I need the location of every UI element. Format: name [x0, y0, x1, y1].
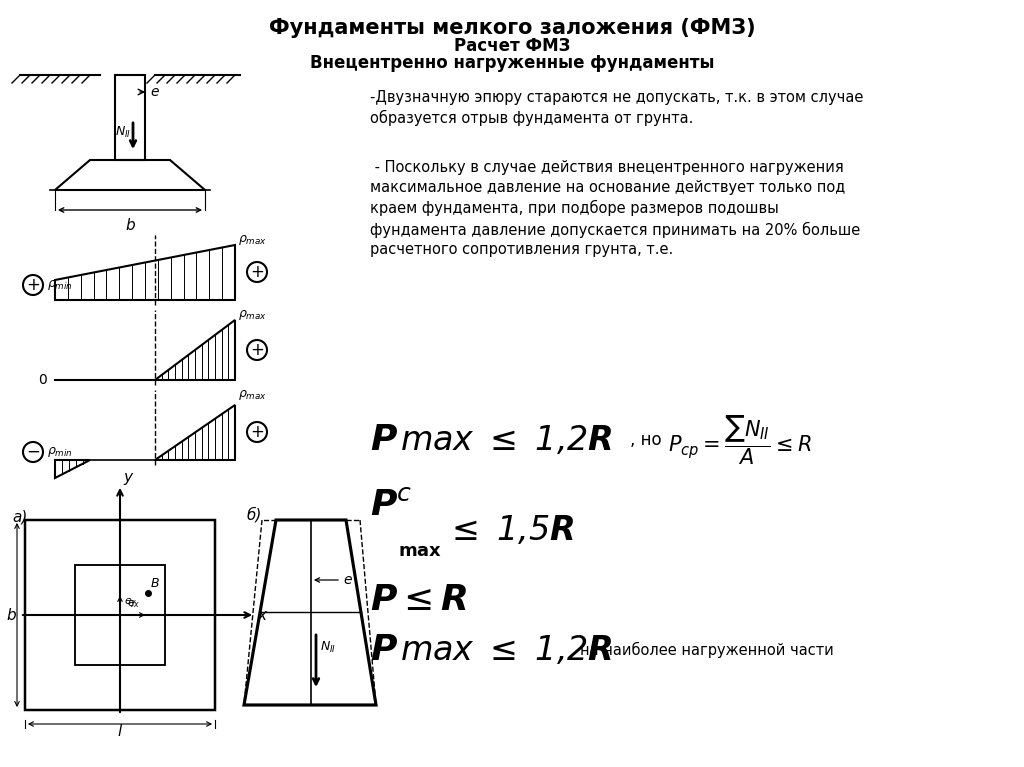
Text: +: + [250, 341, 264, 359]
Text: $\rho_{min}$: $\rho_{min}$ [47, 445, 73, 459]
Text: +: + [250, 423, 264, 441]
Text: $N_{II}$: $N_{II}$ [115, 124, 131, 140]
Text: , но: , но [630, 431, 662, 449]
Text: 0: 0 [38, 373, 47, 387]
Text: $\boldsymbol{P}$: $\boldsymbol{P}$ [370, 423, 398, 457]
Text: $\leq$ 1,5$\boldsymbol{R}$: $\leq$ 1,5$\boldsymbol{R}$ [445, 513, 574, 547]
Text: б): б) [247, 507, 262, 522]
Bar [75, 565, 165, 665]
Text: $\boldsymbol{P}$: $\boldsymbol{P}$ [370, 633, 398, 667]
Text: $\rho_{max}$: $\rho_{max}$ [238, 308, 267, 322]
Text: $N_{II}$: $N_{II}$ [319, 640, 336, 654]
Text: x: x [257, 608, 266, 623]
Text: e: e [150, 85, 159, 99]
Text: на наиболее нагруженной части: на наиболее нагруженной части [580, 642, 834, 658]
Text: B: B [151, 577, 160, 590]
Text: Фундаменты мелкого заложения (ФМЗ): Фундаменты мелкого заложения (ФМЗ) [268, 18, 756, 38]
Text: $e_y$: $e_y$ [124, 597, 137, 611]
Text: y: y [123, 470, 132, 485]
Bar [115, 75, 145, 160]
Text: $e_x$: $e_x$ [127, 598, 140, 610]
Text: $\rho_{max}$: $\rho_{max}$ [238, 388, 267, 402]
Text: +: + [250, 263, 264, 281]
Text: Внецентренно нагруженные фундаменты: Внецентренно нагруженные фундаменты [309, 54, 715, 72]
Text: Расчет ФМЗ: Расчет ФМЗ [454, 37, 570, 55]
Bar [25, 520, 215, 710]
Text: $P_{cp} = \dfrac{\sum N_{II}}{A} \leq R$: $P_{cp} = \dfrac{\sum N_{II}}{A} \leq R$ [668, 413, 812, 467]
Text: max $\leq$ 1,2$\boldsymbol{R}$: max $\leq$ 1,2$\boldsymbol{R}$ [400, 423, 612, 456]
Text: b: b [125, 218, 135, 233]
Text: +: + [26, 276, 40, 294]
Text: a): a) [12, 510, 28, 525]
Text: $\mathbf{max}$: $\mathbf{max}$ [398, 542, 442, 560]
Text: −: − [26, 443, 40, 461]
Text: -Двузначную эпюру стараются не допускать, т.к. в этом случае
образуется отрыв фу: -Двузначную эпюру стараются не допускать… [370, 90, 863, 127]
Text: $\boldsymbol{P} \leq \boldsymbol{R}$: $\boldsymbol{P} \leq \boldsymbol{R}$ [370, 583, 468, 617]
Text: b: b [6, 607, 15, 623]
Text: e: e [343, 573, 351, 587]
Text: $\rho_{min}$: $\rho_{min}$ [47, 278, 73, 292]
Text: $\boldsymbol{P}^c$: $\boldsymbol{P}^c$ [370, 488, 413, 522]
Text: $\rho_{max}$: $\rho_{max}$ [238, 233, 267, 247]
Text: max $\leq$ 1,2$\boldsymbol{R}$: max $\leq$ 1,2$\boldsymbol{R}$ [400, 634, 612, 667]
Text: - Поскольку в случае действия внецентренного нагружения
максимальное давление на: - Поскольку в случае действия внецентрен… [370, 160, 860, 258]
Text: l: l [118, 725, 122, 739]
